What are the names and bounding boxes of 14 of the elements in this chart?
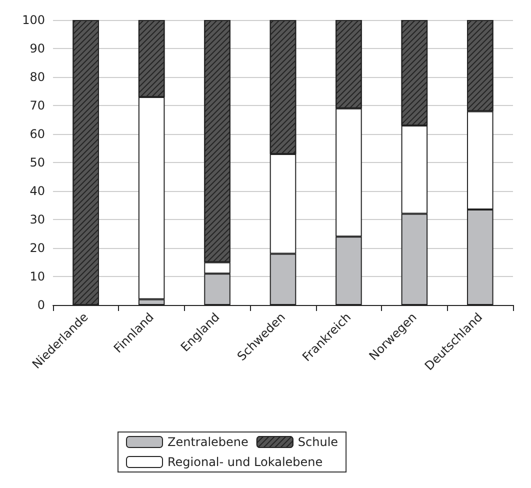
legend-label: Regional- und Lokalebene (168, 455, 323, 469)
y-tick-label: 90 (30, 42, 45, 56)
y-tick-label: 50 (30, 156, 45, 170)
y-tick-label: 30 (30, 212, 45, 226)
legend-label: Schule (298, 435, 338, 449)
y-tick-label: 60 (30, 127, 45, 141)
y-tick-label: 100 (22, 13, 45, 27)
y-tick-label: 70 (30, 98, 45, 112)
y-tick-label: 0 (37, 298, 45, 312)
y-tick-label: 20 (30, 241, 45, 255)
y-tick-label: 80 (30, 70, 45, 84)
y-tick-label: 40 (30, 184, 45, 198)
y-tick-label: 10 (30, 270, 45, 284)
legend-label: Zentralebene (168, 435, 248, 449)
